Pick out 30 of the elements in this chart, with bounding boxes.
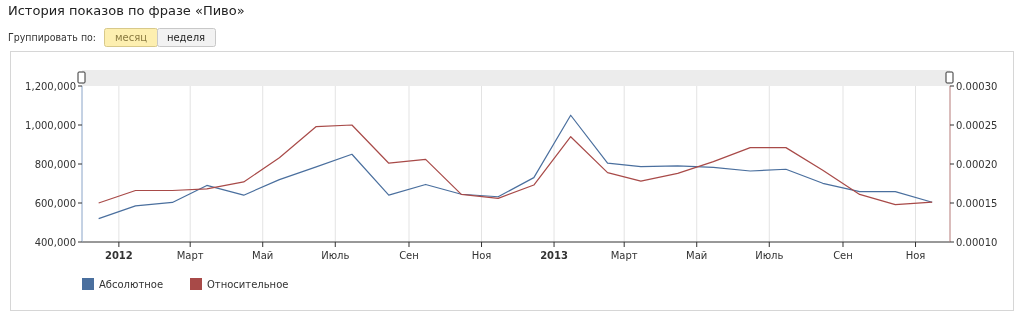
x-tick-label: Июль: [321, 250, 350, 261]
y-tick-label: 400,000: [34, 237, 76, 248]
legend-label: Относительное: [207, 279, 289, 290]
chart-title: История показов по фразе «Пиво»: [8, 3, 245, 18]
x-tick-label: 2012: [104, 250, 133, 261]
x-tick-label: Ноя: [471, 250, 492, 261]
x-tick-label: Сен: [399, 250, 419, 261]
selected-toggle-button: месяц: [104, 28, 158, 47]
y-tick-label: 1,000,000: [25, 120, 76, 131]
y2-tick-label: 0.00025: [956, 120, 998, 131]
x-tick-label: Май: [252, 250, 274, 261]
y2-tick-label: 0.00015: [956, 198, 998, 209]
y2-tick-label: 0.00030: [956, 81, 998, 92]
x-tick-label: Сен: [833, 250, 853, 261]
y2-tick-label: 0.00010: [956, 237, 998, 248]
x-tick-label: Июль: [755, 250, 784, 261]
legend-label: Абсолютное: [99, 279, 164, 290]
toggle-button: неделя: [157, 28, 216, 47]
y-tick-label: 1,200,000: [25, 81, 76, 92]
x-tick-label: Март: [610, 250, 638, 261]
y2-tick-label: 0.00020: [956, 159, 998, 170]
y-tick-label: 800,000: [34, 159, 76, 170]
x-tick-label: Ноя: [905, 250, 926, 261]
y-tick-label: 600,000: [34, 198, 76, 209]
line-series: [98, 114, 933, 220]
text: Группировать по:: [8, 32, 102, 43]
x-tick-label: Май: [686, 250, 708, 261]
line-series: [98, 124, 933, 206]
x-tick-label: 2013: [540, 250, 568, 261]
x-tick-label: Март: [176, 250, 204, 261]
